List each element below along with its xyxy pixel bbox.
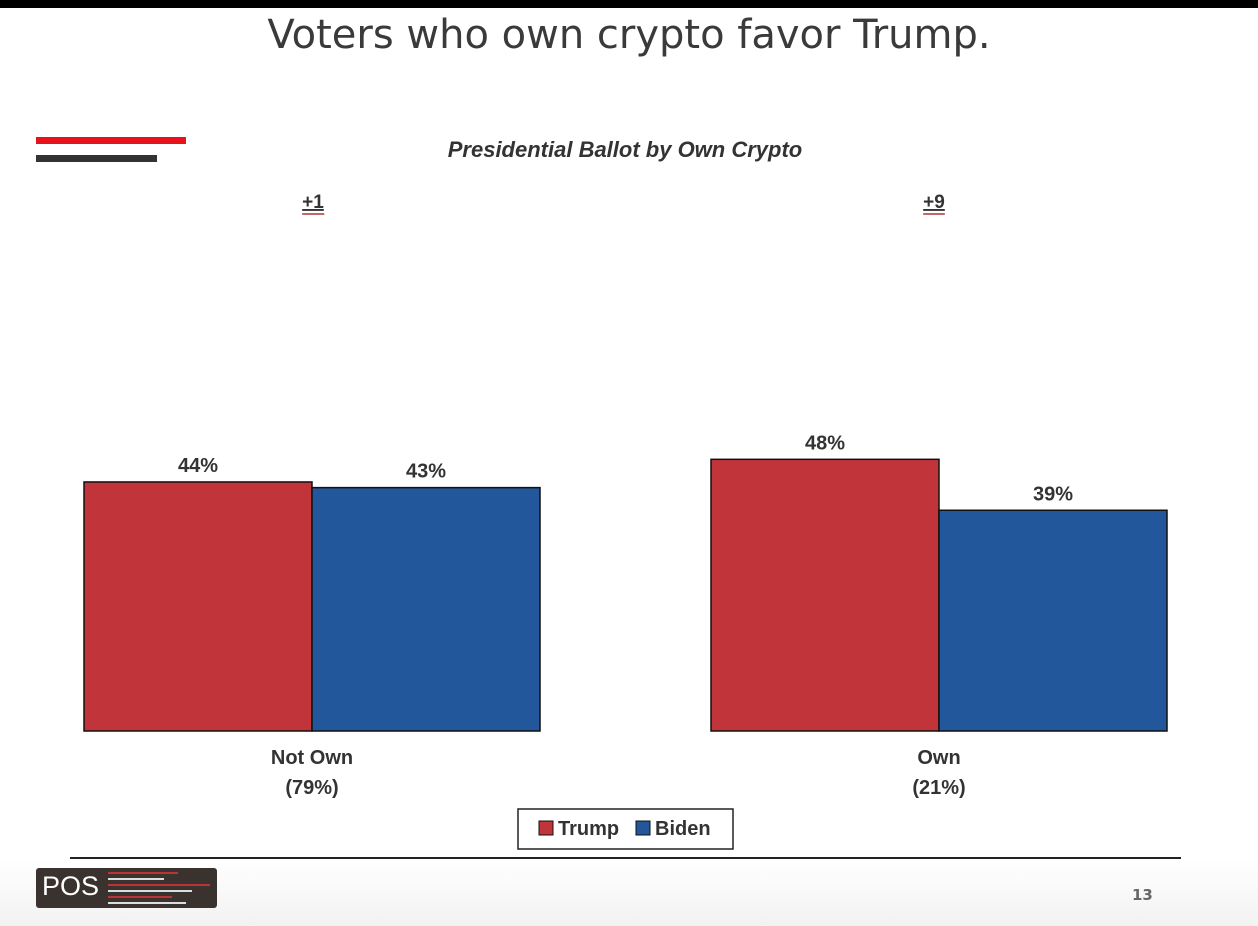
legend: Trump Biden bbox=[517, 808, 734, 850]
data-label: 43% bbox=[406, 461, 446, 483]
footer-divider bbox=[70, 857, 1181, 859]
category-label: Own bbox=[917, 747, 960, 769]
bar-trump-1 bbox=[710, 458, 940, 732]
page-title: Voters who own crypto favor Trump. bbox=[267, 12, 991, 58]
legend-label-biden: Biden bbox=[655, 818, 711, 840]
margin-label: +9 bbox=[923, 192, 945, 213]
data-label: 44% bbox=[178, 455, 218, 477]
data-label: 39% bbox=[1033, 483, 1073, 505]
decorative-dark-line bbox=[36, 155, 157, 162]
bar-biden-1 bbox=[938, 509, 1168, 732]
page-number: 13 bbox=[1132, 886, 1153, 904]
bar-biden-0 bbox=[311, 486, 541, 732]
chart-title: Presidential Ballot by Own Crypto bbox=[448, 137, 803, 162]
legend-swatch-trump bbox=[538, 820, 554, 836]
pos-logo: POS bbox=[36, 868, 217, 908]
margin-label: +1 bbox=[302, 192, 324, 213]
legend-swatch-biden bbox=[635, 820, 651, 836]
top-bar bbox=[0, 0, 1258, 8]
data-label: 48% bbox=[805, 432, 845, 454]
legend-label-trump: Trump bbox=[558, 818, 619, 840]
category-sublabel: (21%) bbox=[912, 777, 965, 799]
category-label: Not Own bbox=[271, 747, 353, 769]
legend-box bbox=[517, 808, 734, 850]
category-sublabel: (79%) bbox=[285, 777, 338, 799]
bar-trump-0 bbox=[83, 481, 313, 732]
logo-text: POS bbox=[42, 871, 100, 901]
decorative-red-line bbox=[36, 137, 186, 144]
